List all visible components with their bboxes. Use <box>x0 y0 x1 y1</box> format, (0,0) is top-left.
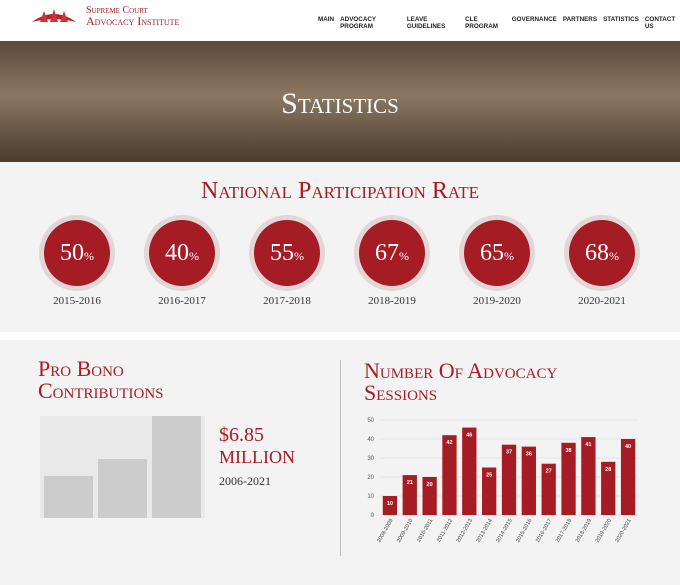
nav-link[interactable]: ADVOCACY PROGRAM <box>340 16 377 30</box>
y-tick-label: 0 <box>371 513 375 519</box>
nav-link[interactable]: GOVERNANCE <box>511 16 557 23</box>
bar <box>521 446 536 515</box>
bar-label: 27 <box>546 469 552 475</box>
nav: MAIN ADVOCACY PROGRAM LEAVE GUIDELINES CLE … <box>318 16 680 30</box>
stats-section: Pro Bono Contributions $6.85 MILLION 200… <box>0 340 680 585</box>
bar <box>541 463 556 515</box>
rate-unit: % <box>189 248 199 263</box>
bar-label: 37 <box>506 450 512 456</box>
y-tick-label: 20 <box>367 475 374 481</box>
x-tick-label: 2018-2019 <box>575 518 593 544</box>
participation-section: National Participation Rate 50% 2015-2016… <box>0 162 680 332</box>
x-tick-label: 2015-2016 <box>515 518 533 544</box>
bar-label: 36 <box>526 452 532 458</box>
amount-value: $6.85 <box>219 424 264 446</box>
bar <box>561 442 576 515</box>
rate-circle: 68% <box>569 220 635 286</box>
y-tick-label: 40 <box>367 437 374 443</box>
bar-label: 28 <box>605 467 611 473</box>
bar <box>501 444 517 515</box>
bar <box>442 435 457 515</box>
hero-title: Statistics <box>281 87 399 120</box>
bar-label: 38 <box>565 448 571 454</box>
rate-year: 2019-2020 <box>473 295 521 307</box>
pro-bono-graphic <box>40 416 205 518</box>
bar-label: 41 <box>585 442 591 448</box>
rate-unit: % <box>504 248 514 263</box>
x-tick-label: 2009-2010 <box>396 518 414 544</box>
rate-value: 67 <box>375 239 399 266</box>
nav-link[interactable]: MAIN <box>318 16 335 23</box>
logo-text: Supreme Court Advocacy Institute <box>86 5 180 28</box>
rate-year: 2018-2019 <box>368 295 416 307</box>
x-tick-label: 2010-2011 <box>416 518 434 543</box>
hero: Statistics <box>0 41 680 162</box>
bar-label: 25 <box>486 473 492 479</box>
rate-unit: % <box>609 248 619 263</box>
bar <box>402 475 417 515</box>
nav-link[interactable]: STATISTICS <box>603 16 639 23</box>
amount-unit: MILLION <box>219 447 295 467</box>
amount: $6.85 MILLION <box>219 424 295 468</box>
x-tick-label: 2013-2014 <box>476 518 494 544</box>
bar <box>422 477 437 515</box>
bar-label: 40 <box>625 444 631 450</box>
rate-circle: 67% <box>359 220 425 286</box>
x-tick-label: 2012-2013 <box>456 518 474 544</box>
logo-icon <box>30 8 78 24</box>
chart: 0 10 20 30 40 50 10 2008-2009 21 2009-2010 20 2010-… <box>367 418 638 544</box>
section-title: Pro Bono Contributions <box>38 356 164 403</box>
rate-circle: 55% <box>254 220 320 286</box>
rate-value: 65 <box>480 239 504 266</box>
bar <box>482 467 497 515</box>
rate-circle: 65% <box>464 220 530 286</box>
rate-circle: 50% <box>44 220 110 286</box>
rate-value: 40 <box>165 239 189 266</box>
rate-unit: % <box>399 248 409 263</box>
bar-label: 21 <box>407 480 413 486</box>
nav-link[interactable]: PARTNERS <box>562 16 598 23</box>
x-tick-label: 2016-2017 <box>535 518 553 544</box>
nav-link[interactable]: CLE PROGRAM <box>465 16 498 30</box>
x-tick-label: 2014-2015 <box>495 518 513 544</box>
rate-unit: % <box>294 248 304 263</box>
x-tick-label: 2020-2021 <box>614 518 632 544</box>
rate-year: 2015-2016 <box>53 295 101 307</box>
nav-link[interactable]: CONTACT US <box>644 16 676 30</box>
bar-label: 46 <box>466 433 472 439</box>
x-tick-label: 2008-2009 <box>376 518 394 544</box>
rate-value: 55 <box>270 239 294 266</box>
bar <box>581 437 596 515</box>
rate-year: 2017-2018 <box>263 295 311 307</box>
rate-value: 50 <box>60 239 84 266</box>
logo-line: Advocacy Institute <box>86 14 180 28</box>
y-tick-label: 10 <box>367 494 374 500</box>
bar-label: 20 <box>427 482 433 488</box>
x-tick-label: 2019-2020 <box>595 518 613 544</box>
chart-title: Number Of Advocacy Sessions <box>364 358 558 405</box>
rate-unit: % <box>84 248 94 263</box>
bar-label: 10 <box>387 501 393 507</box>
period: 2006-2021 <box>219 474 271 488</box>
divider <box>340 360 341 556</box>
rate-year: 2020-2021 <box>578 295 626 307</box>
bar <box>620 439 636 515</box>
bar <box>462 427 477 515</box>
bar-label: 42 <box>446 440 452 446</box>
bar <box>601 461 616 515</box>
nav-link[interactable]: LEAVE GUIDELINES <box>406 16 446 30</box>
rate-circle: 40% <box>149 220 215 286</box>
rate-value: 68 <box>585 239 609 266</box>
x-tick-label: 2011-2012 <box>436 518 454 543</box>
rate-year: 2016-2017 <box>158 295 206 307</box>
logo-line: Supreme Court <box>86 5 148 16</box>
y-tick-label: 30 <box>367 456 374 462</box>
x-tick-label: 2017-2018 <box>555 518 573 544</box>
section-title: National Participation Rate <box>200 178 480 204</box>
y-tick-label: 50 <box>367 418 374 424</box>
bar <box>382 496 398 515</box>
